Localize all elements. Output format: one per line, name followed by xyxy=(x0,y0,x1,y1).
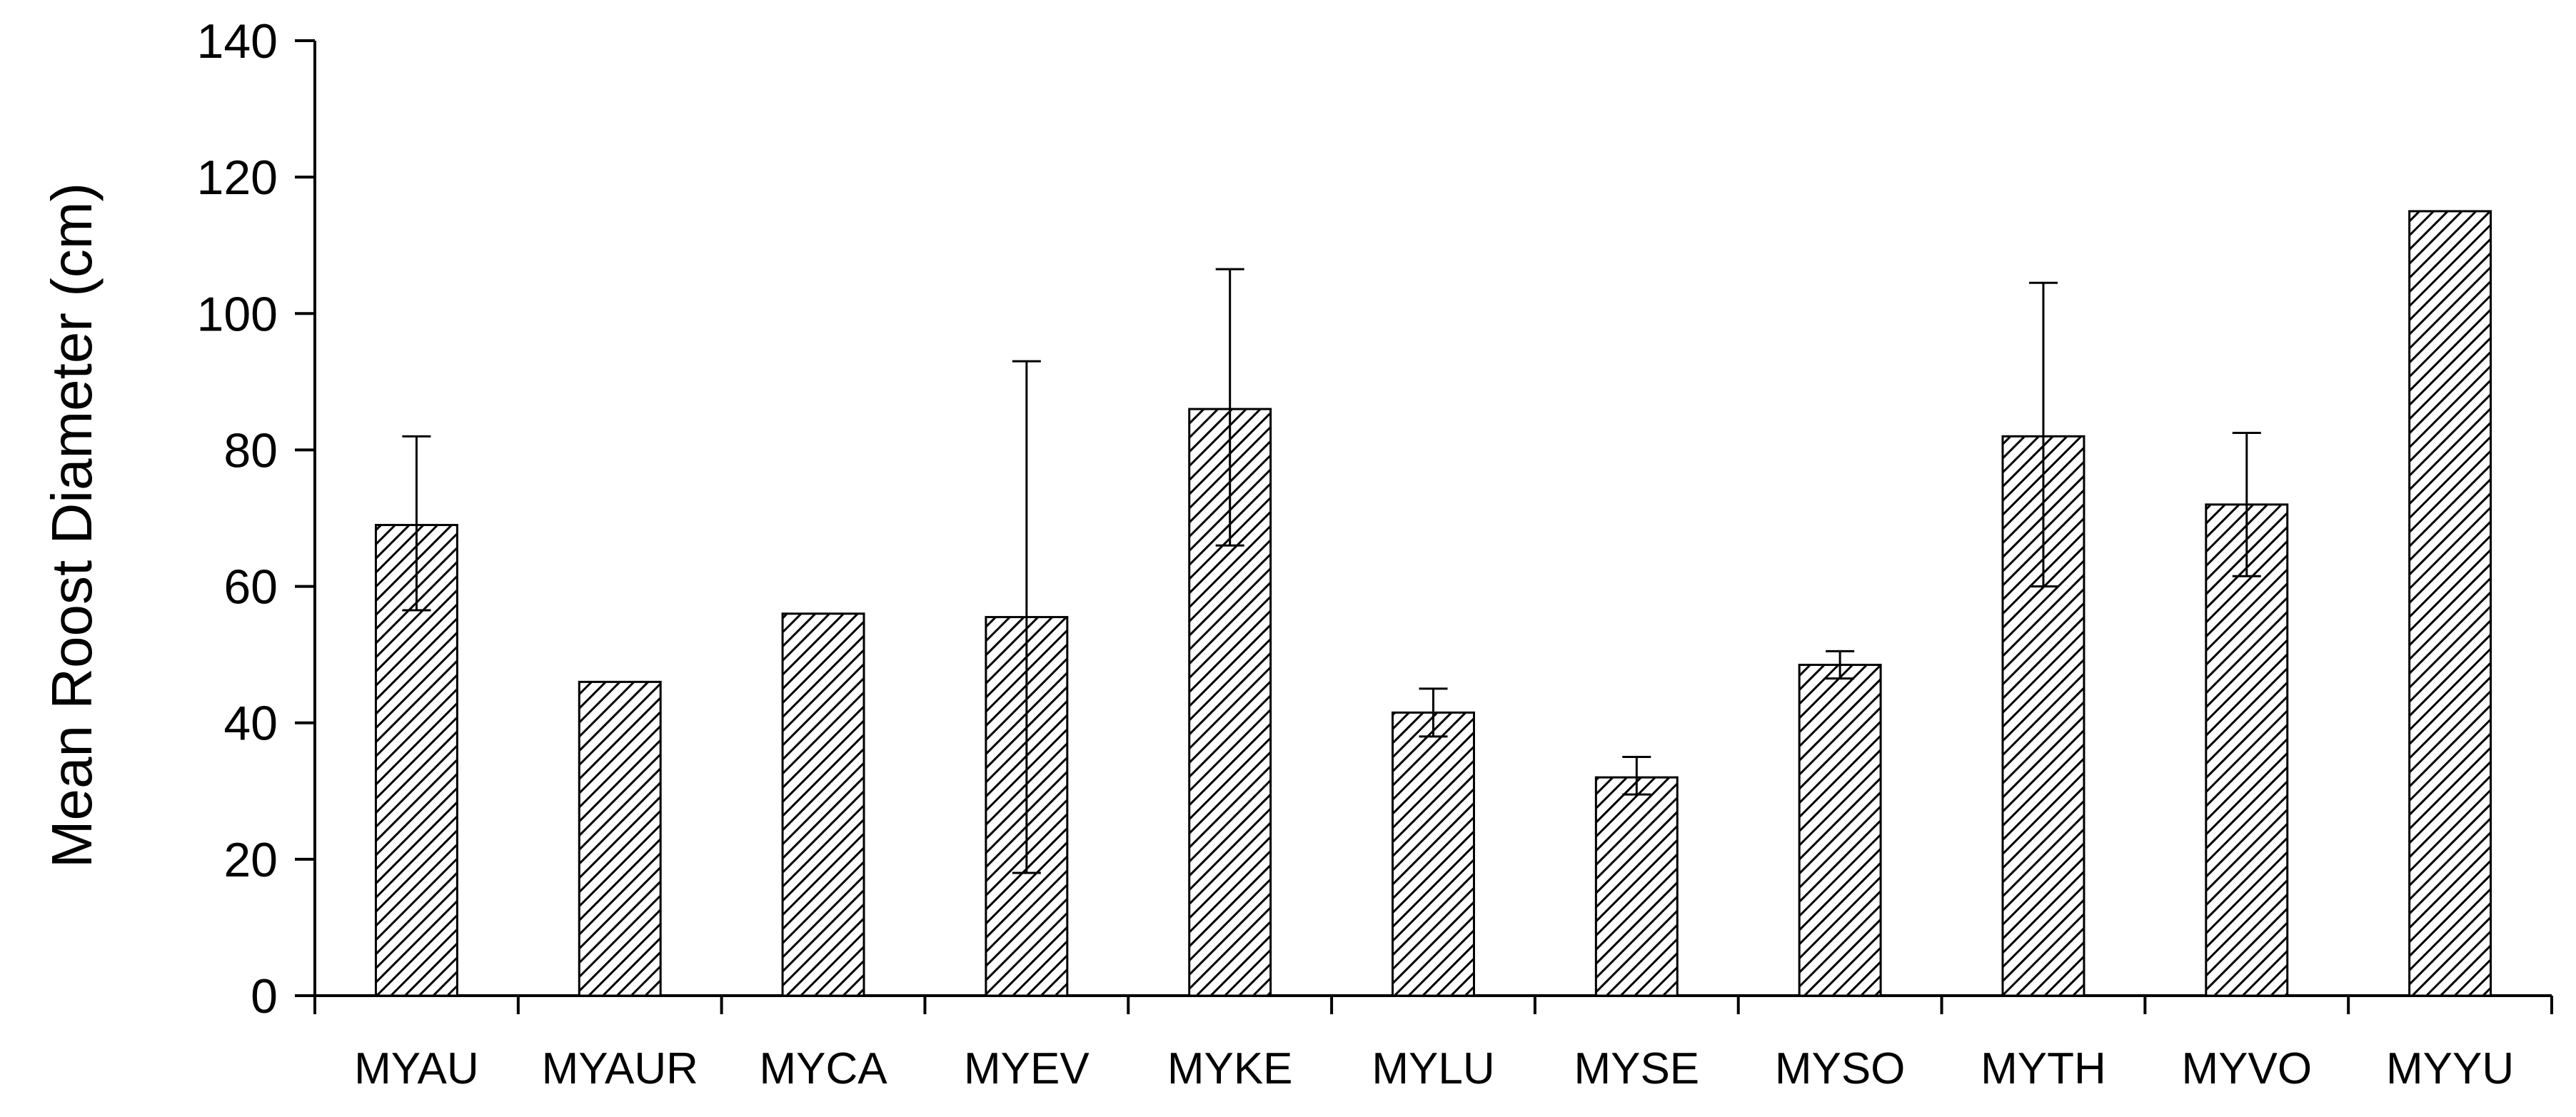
x-tick-label: MYCA xyxy=(759,1044,887,1093)
x-tick-label: MYAUR xyxy=(542,1044,698,1093)
bar-mylu xyxy=(1392,711,1475,997)
y-tick-label: 120 xyxy=(197,151,278,205)
y-tick-label: 60 xyxy=(223,560,278,615)
y-tick-label: 80 xyxy=(223,423,278,477)
bar-myaur xyxy=(578,680,662,997)
bar-myse xyxy=(1594,776,1679,997)
y-tick-label: 140 xyxy=(197,14,278,69)
y-tick-label: 40 xyxy=(223,697,278,751)
bar-myso xyxy=(1798,663,1882,997)
x-tick-label: MYSE xyxy=(1574,1044,1699,1093)
error-bars xyxy=(402,268,2261,874)
bar-myca xyxy=(781,612,865,997)
x-tick-label: MYLU xyxy=(1372,1044,1494,1093)
y-tick-label: 100 xyxy=(197,287,278,341)
x-tick-label: MYYU xyxy=(2386,1044,2514,1093)
x-tick-label: MYTH xyxy=(1981,1044,2106,1093)
y-axis: 0 20 40 60 80 100 120 140 xyxy=(197,14,316,1024)
bar-myvo xyxy=(2205,503,2289,997)
bar-myyu xyxy=(2408,210,2492,997)
x-tick-label: MYSO xyxy=(1775,1044,1906,1093)
bars xyxy=(374,210,2492,997)
x-axis: MYAU MYAUR MYCA MYEV MYKE MYLU MYSE MYSO MYTH MYV… xyxy=(313,994,2553,1093)
x-tick-label: MYKE xyxy=(1167,1044,1293,1093)
x-tick-label: MYEV xyxy=(964,1044,1090,1093)
x-tick-label: MYVO xyxy=(2181,1044,2312,1093)
y-tick-label: 0 xyxy=(251,969,278,1024)
x-tick-label: MYAU xyxy=(354,1044,479,1093)
y-tick-label: 20 xyxy=(223,833,278,887)
y-axis-title: Mean Roost Diameter (cm) xyxy=(40,183,104,868)
